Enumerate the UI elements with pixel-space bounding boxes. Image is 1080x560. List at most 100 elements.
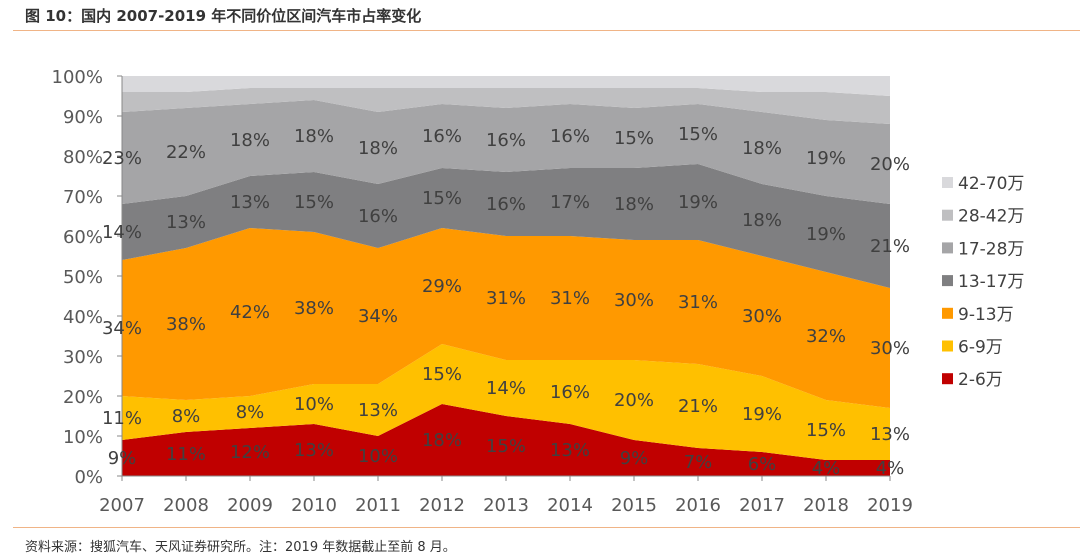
data-label: 18%: [294, 126, 334, 147]
data-label: 18%: [614, 194, 654, 215]
data-label: 18%: [358, 138, 398, 159]
legend-swatch: [942, 373, 953, 385]
legend-swatch: [942, 275, 953, 287]
data-label: 30%: [614, 290, 654, 311]
data-label: 19%: [806, 148, 846, 169]
data-label: 13%: [358, 400, 398, 421]
legend-swatch: [942, 242, 953, 254]
data-label: 18%: [742, 210, 782, 231]
legend-swatch: [942, 209, 953, 221]
legend-swatch: [942, 307, 953, 319]
y-tick-label: 70%: [63, 187, 103, 208]
data-label: 7%: [684, 452, 713, 473]
data-label: 31%: [486, 288, 526, 309]
data-label: 4%: [876, 458, 905, 479]
data-labels: 9% 11% 12% 13% 10% 18% 15% 13% 9% 7% 6% 4% 4% 11% 8% 8%…: [102, 124, 910, 479]
area-17-28万: [122, 100, 890, 204]
y-tick-label: 50%: [63, 267, 103, 288]
data-label: 30%: [742, 306, 782, 327]
figure-title: 图 10：国内 2007-2019 年不同价位区间汽车市占率变化: [25, 7, 422, 25]
x-tick-label: 2015: [611, 495, 657, 516]
x-tick-label: 2009: [227, 495, 273, 516]
data-label: 29%: [422, 276, 462, 297]
data-label: 32%: [806, 326, 846, 347]
data-label: 16%: [550, 126, 590, 147]
data-label: 19%: [742, 404, 782, 425]
y-tick-label: 100%: [52, 67, 103, 88]
data-label: 14%: [102, 222, 142, 243]
x-tick-label: 2012: [419, 495, 465, 516]
data-label: 12%: [230, 442, 270, 463]
data-label: 15%: [422, 188, 462, 209]
legend-swatch: [942, 340, 953, 352]
area-42-70万: [122, 76, 890, 96]
data-label: 21%: [870, 236, 910, 257]
x-tick-label: 2014: [547, 495, 593, 516]
data-label: 15%: [294, 192, 334, 213]
data-label: 8%: [172, 406, 201, 427]
x-tick-label: 2018: [803, 495, 849, 516]
x-tick-label: 2008: [163, 495, 209, 516]
data-label: 16%: [486, 130, 526, 151]
data-label: 18%: [230, 130, 270, 151]
x-tick-label: 2010: [291, 495, 337, 516]
data-label: 9%: [620, 448, 649, 469]
data-label: 20%: [614, 390, 654, 411]
y-tick-label: 90%: [63, 107, 103, 128]
legend-label: 28-42万: [958, 207, 1024, 227]
data-label: 13%: [550, 440, 590, 461]
data-label: 31%: [550, 288, 590, 309]
x-tick-label: 2016: [675, 495, 721, 516]
data-label: 16%: [550, 382, 590, 403]
data-label: 31%: [678, 292, 718, 313]
legend-label: 6-9万: [958, 338, 1003, 358]
legend-label: 42-70万: [958, 174, 1024, 194]
y-tick-label: 80%: [63, 147, 103, 168]
legend-label: 2-6万: [958, 370, 1003, 390]
area-6-9万: [122, 344, 890, 460]
data-label: 10%: [294, 394, 334, 415]
y-tick-label: 0%: [74, 467, 103, 488]
y-tick-label: 20%: [63, 387, 103, 408]
data-label: 15%: [486, 436, 526, 457]
area-9-13万: [122, 228, 890, 408]
data-label: 34%: [358, 306, 398, 327]
legend: 42-70万 28-42万 17-28万 13-17万 9-13万 6-9万 2-6万: [942, 174, 1024, 390]
legend-label: 17-28万: [958, 239, 1024, 259]
data-label: 9%: [108, 448, 137, 469]
data-label: 10%: [358, 446, 398, 467]
data-label: 16%: [358, 206, 398, 227]
source-divider: [13, 527, 1080, 528]
data-label: 38%: [294, 298, 334, 319]
y-tick-label: 60%: [63, 227, 103, 248]
data-label: 13%: [870, 424, 910, 445]
data-label: 34%: [102, 318, 142, 339]
data-label: 15%: [614, 128, 654, 149]
data-label: 11%: [102, 408, 142, 429]
data-label: 15%: [806, 420, 846, 441]
x-tick-label: 2019: [867, 495, 913, 516]
axes: 0% 10% 20% 30% 40% 50% 60% 70% 80% 90% 100% 2007 200…: [52, 67, 913, 516]
data-label: 8%: [236, 402, 265, 423]
data-label: 13%: [166, 212, 206, 233]
title-divider: [13, 30, 1080, 31]
data-label: 16%: [486, 194, 526, 215]
data-label: 42%: [230, 302, 270, 323]
data-label: 19%: [678, 192, 718, 213]
data-label: 13%: [294, 440, 334, 461]
legend-swatch: [942, 177, 953, 188]
y-tick-label: 30%: [63, 347, 103, 368]
source-note: 资料来源：搜狐汽车、天风证券研究所。注：2019 年数据截止至前 8 月。: [25, 540, 456, 555]
data-label: 15%: [678, 124, 718, 145]
legend-label: 9-13万: [958, 305, 1014, 325]
data-label: 38%: [166, 314, 206, 335]
data-label: 13%: [230, 192, 270, 213]
data-label: 19%: [806, 224, 846, 245]
data-label: 15%: [422, 364, 462, 385]
data-label: 22%: [166, 142, 206, 163]
area-layers: [122, 76, 890, 476]
data-label: 18%: [742, 138, 782, 159]
y-tick-label: 40%: [63, 307, 103, 328]
x-tick-label: 2007: [99, 495, 145, 516]
